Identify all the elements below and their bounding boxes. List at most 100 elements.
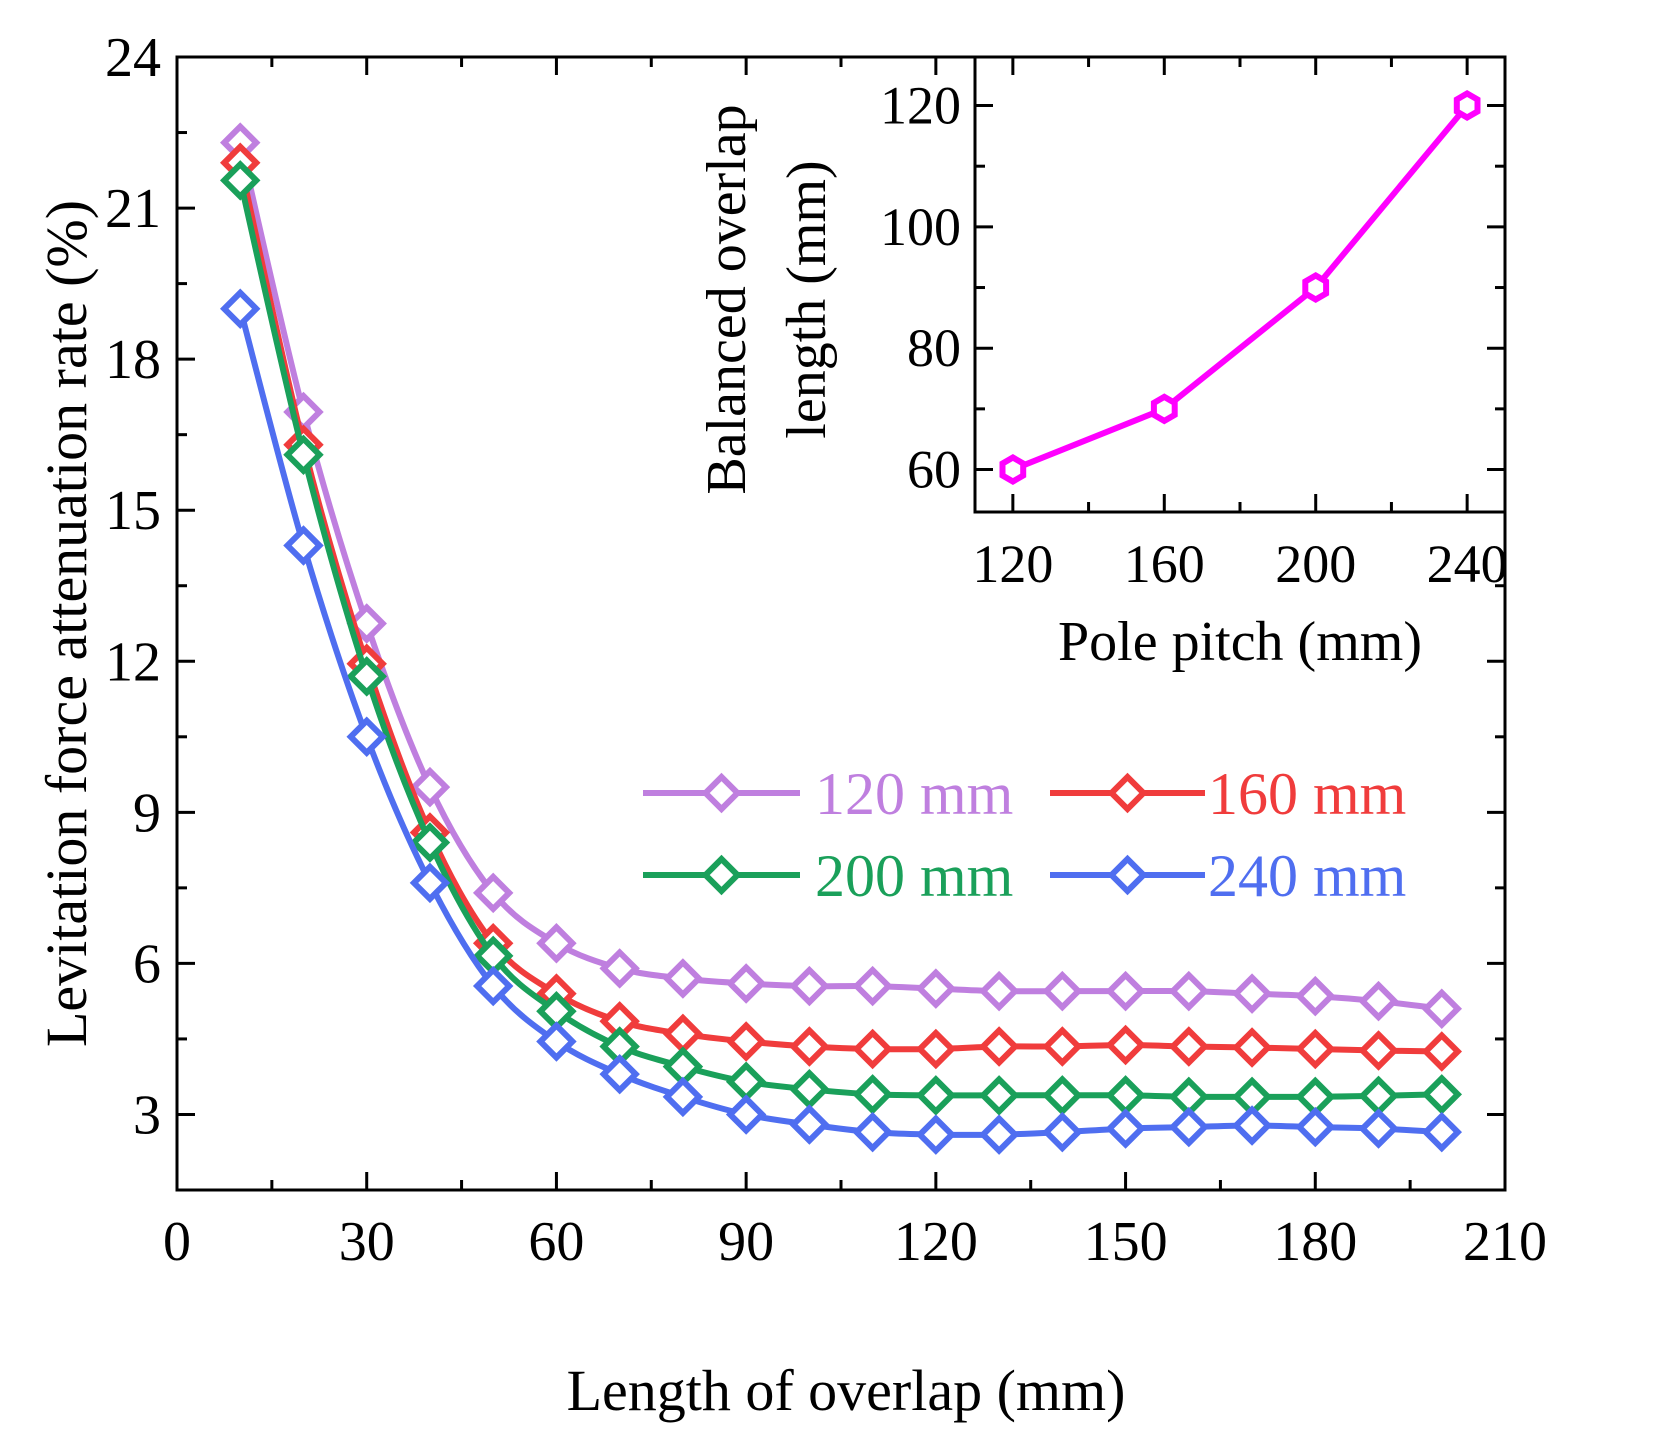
data-point-diamond <box>978 970 1020 1012</box>
data-point-diamond <box>662 1013 704 1055</box>
x-tick-label: 180 <box>1273 1211 1357 1273</box>
data-point-diamond <box>1295 975 1336 1017</box>
data-point-diamond <box>1105 1024 1146 1066</box>
data-point-diamond <box>725 1094 767 1135</box>
x-tick-label: 90 <box>718 1211 774 1273</box>
data-point-diamond <box>599 948 640 989</box>
data-point-diamond <box>1231 1105 1273 1146</box>
legend-entry: 200 mm <box>643 843 1013 909</box>
data-point-diamond <box>1105 1075 1146 1116</box>
data-point-diamond <box>1358 1030 1399 1071</box>
data-point-diamond <box>536 1021 577 1062</box>
data-point-diamond <box>536 923 577 964</box>
data-point-diamond <box>1105 970 1146 1012</box>
data-point-diamond <box>1295 1028 1336 1070</box>
legend-marker-diamond <box>1107 854 1148 896</box>
data-point-diamond <box>409 862 451 904</box>
data-point-diamond <box>915 1075 957 1116</box>
inset-x-axis-title: Pole pitch (mm) <box>1058 611 1422 673</box>
data-point-diamond <box>725 963 767 1004</box>
x-tick-label: 150 <box>1084 1211 1168 1273</box>
data-point-diamond <box>915 1028 957 1070</box>
data-point-diamond <box>662 1076 704 1118</box>
inset-y-tick-label: 120 <box>880 76 961 136</box>
data-point-diamond <box>599 1053 640 1095</box>
data-point-diamond <box>409 766 451 808</box>
data-point-diamond <box>789 1026 830 1067</box>
y-tick-label: 9 <box>133 782 161 844</box>
data-point-diamond <box>1421 1074 1463 1115</box>
data-point-diamond <box>1105 1108 1146 1149</box>
y-tick-label: 15 <box>105 480 161 542</box>
data-point-diamond <box>915 1114 957 1155</box>
inset-series-line <box>1011 103 1470 473</box>
inset-y-axis-title-line2: length (mm) <box>776 160 838 438</box>
inset-y-tick-label: 80 <box>907 318 961 378</box>
data-point-diamond <box>219 160 261 201</box>
legend-entry: 240 mm <box>1050 843 1406 909</box>
x-axis-title: Length of overlap (mm) <box>567 1358 1126 1423</box>
inset-x-tick-label: 200 <box>1275 534 1356 594</box>
y-tick-label: 21 <box>105 178 161 240</box>
data-point-diamond <box>1358 1108 1399 1149</box>
data-point-diamond <box>978 1075 1020 1116</box>
x-tick-label: 30 <box>339 1211 395 1273</box>
data-point-diamond <box>1042 970 1083 1012</box>
inset-y-tick-label: 60 <box>907 440 961 500</box>
data-point-diamond <box>1421 1031 1463 1072</box>
legend-marker-diamond <box>701 854 742 896</box>
data-point-diamond <box>1042 1075 1083 1116</box>
x-tick-label: 120 <box>894 1211 978 1273</box>
data-point-diamond <box>1231 973 1273 1014</box>
data-point-diamond <box>915 968 957 1009</box>
legend-label: 200 mm <box>815 843 1013 909</box>
data-point-diamond <box>1358 980 1399 1022</box>
y-axis-title: Levitation force attenuation rate (%) <box>34 200 99 1047</box>
legend-label: 240 mm <box>1208 843 1406 909</box>
data-point-diamond <box>1168 970 1210 1012</box>
inset-x-tick-label: 120 <box>972 534 1053 594</box>
y-tick-label: 6 <box>133 933 161 995</box>
data-point-diamond <box>852 1111 893 1153</box>
y-tick-label: 24 <box>105 27 161 89</box>
data-point-diamond <box>283 525 324 566</box>
x-tick-label: 210 <box>1463 1211 1547 1273</box>
data-point-diamond <box>1168 1106 1210 1148</box>
data-point-diamond <box>1042 1111 1083 1153</box>
data-point-diamond <box>725 1061 767 1102</box>
inset-x-tick-label: 160 <box>1124 534 1205 594</box>
data-point-diamond <box>978 1026 1020 1067</box>
inset-x-tick-label: 240 <box>1427 534 1508 594</box>
data-point-diamond <box>283 434 324 476</box>
y-tick-label: 3 <box>133 1084 161 1146</box>
data-point-diamond <box>219 288 261 330</box>
data-point-diamond <box>662 958 704 999</box>
series-240-mm <box>219 288 1463 1155</box>
data-point-diamond <box>789 1104 830 1145</box>
data-point-diamond <box>725 1021 767 1062</box>
data-point-diamond <box>1168 1026 1210 1067</box>
legend-label: 120 mm <box>815 761 1013 827</box>
legend-entry: 120 mm <box>643 761 1013 827</box>
data-point-diamond <box>346 716 387 758</box>
legend-label: 160 mm <box>1208 761 1406 827</box>
data-point-diamond <box>472 872 514 914</box>
data-point-diamond <box>1358 1075 1399 1117</box>
data-point-diamond <box>1421 988 1463 1029</box>
data-point-diamond <box>409 822 451 863</box>
data-point-diamond <box>1042 1026 1083 1067</box>
data-point-diamond <box>789 965 830 1007</box>
data-point-diamond <box>852 1028 893 1070</box>
data-point-diamond <box>1231 1027 1273 1068</box>
data-point-diamond <box>1421 1111 1463 1153</box>
inset-y-axis-title-line1: Balanced overlap <box>696 104 758 494</box>
legend-entry: 160 mm <box>1050 761 1406 827</box>
inset-data-point-hexagon <box>1150 393 1178 425</box>
data-point-diamond <box>346 656 387 697</box>
inset-data-point-hexagon <box>999 454 1027 485</box>
data-point-diamond <box>789 1069 830 1110</box>
legend-marker-diamond <box>1107 772 1148 814</box>
inset-data-point-hexagon <box>1302 272 1330 303</box>
